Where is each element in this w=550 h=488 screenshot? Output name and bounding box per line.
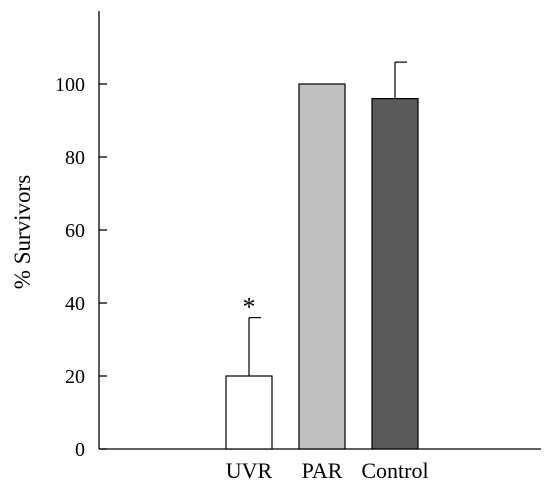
- y-tick-label: 60: [65, 220, 85, 242]
- y-tick-label: 100: [55, 74, 85, 96]
- bars: [225, 83, 419, 450]
- y-axis-label: % Survivors: [10, 175, 35, 289]
- category-label-control: Control: [361, 458, 428, 483]
- category-label-uvr: UVR: [226, 458, 273, 483]
- bar-control: [371, 97, 419, 450]
- y-tick-label: 80: [65, 147, 85, 169]
- bar-par: [298, 83, 346, 450]
- category-label-par: PAR: [302, 458, 343, 483]
- significance-marker: *: [243, 293, 256, 322]
- error-bars: [248, 61, 407, 376]
- y-axis-ticks: 0 20 40 60 80 100: [55, 74, 107, 461]
- category-labels: UVR PAR Control: [226, 458, 429, 483]
- y-tick-label: 0: [75, 439, 85, 461]
- y-tick-label: 20: [65, 366, 85, 388]
- bar-uvr: [225, 375, 273, 450]
- annotations: *: [243, 293, 256, 322]
- y-tick-label: 40: [65, 293, 85, 315]
